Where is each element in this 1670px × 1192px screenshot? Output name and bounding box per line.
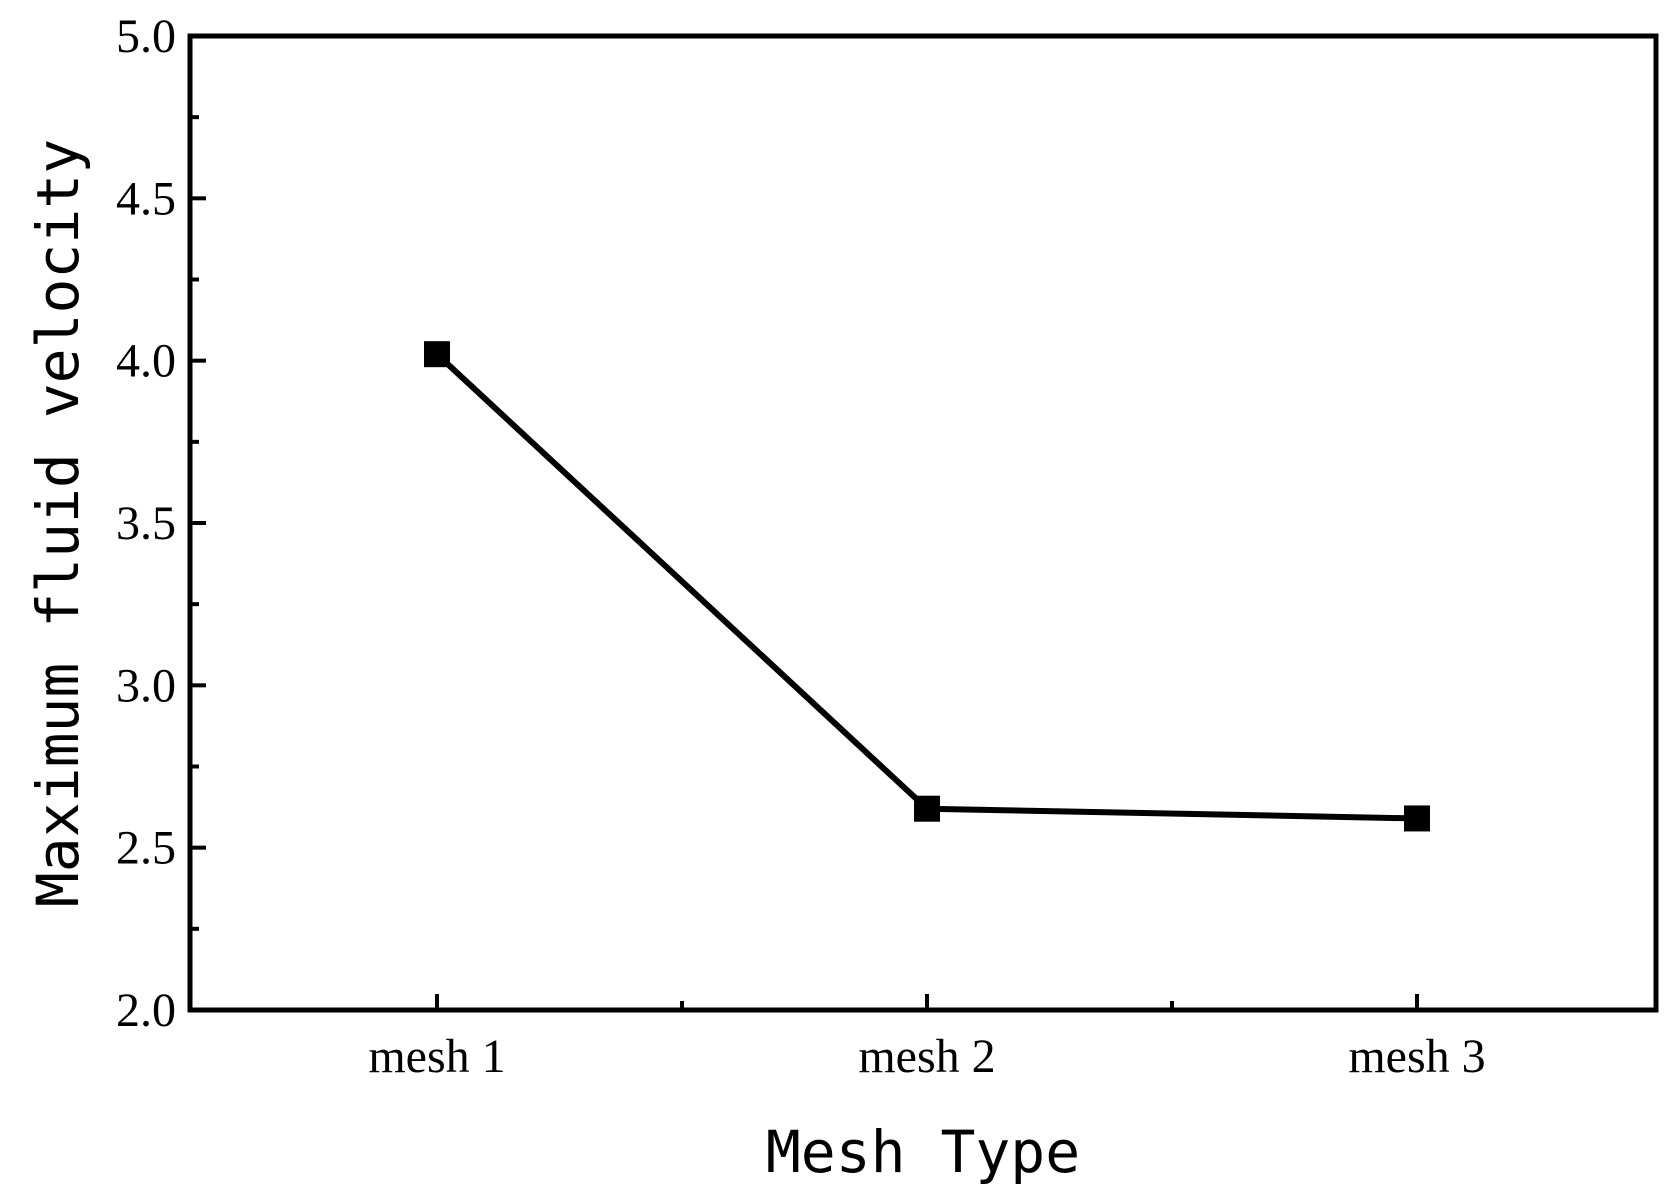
y-axis-title: Maximum fluid velocity <box>24 139 92 907</box>
data-point-marker <box>914 795 940 822</box>
x-axis-ticks: mesh 1 mesh 2 mesh 3 <box>368 994 1486 1083</box>
data-point-marker <box>424 341 450 368</box>
y-tick-label: 2.0 <box>116 984 176 1037</box>
y-tick-label: 4.0 <box>116 335 176 388</box>
y-tick-label: 3.0 <box>116 659 176 712</box>
y-tick-label: 2.5 <box>116 822 176 875</box>
x-tick-label: mesh 1 <box>368 1030 505 1083</box>
y-tick-label: 4.5 <box>116 172 176 225</box>
x-axis-title: Mesh Type <box>766 1118 1080 1186</box>
data-point-marker <box>1404 805 1430 832</box>
series-group <box>424 341 1430 832</box>
y-axis-ticks: 2.0 2.5 3.0 3.5 4.0 4.5 5.0 <box>116 10 206 1037</box>
plot-frame <box>187 33 1659 1013</box>
y-tick-label: 5.0 <box>116 10 176 63</box>
series-line <box>434 351 1418 822</box>
x-tick-label: mesh 2 <box>858 1030 995 1083</box>
x-tick-label: mesh 3 <box>1348 1030 1485 1083</box>
y-tick-label: 3.5 <box>116 497 176 550</box>
